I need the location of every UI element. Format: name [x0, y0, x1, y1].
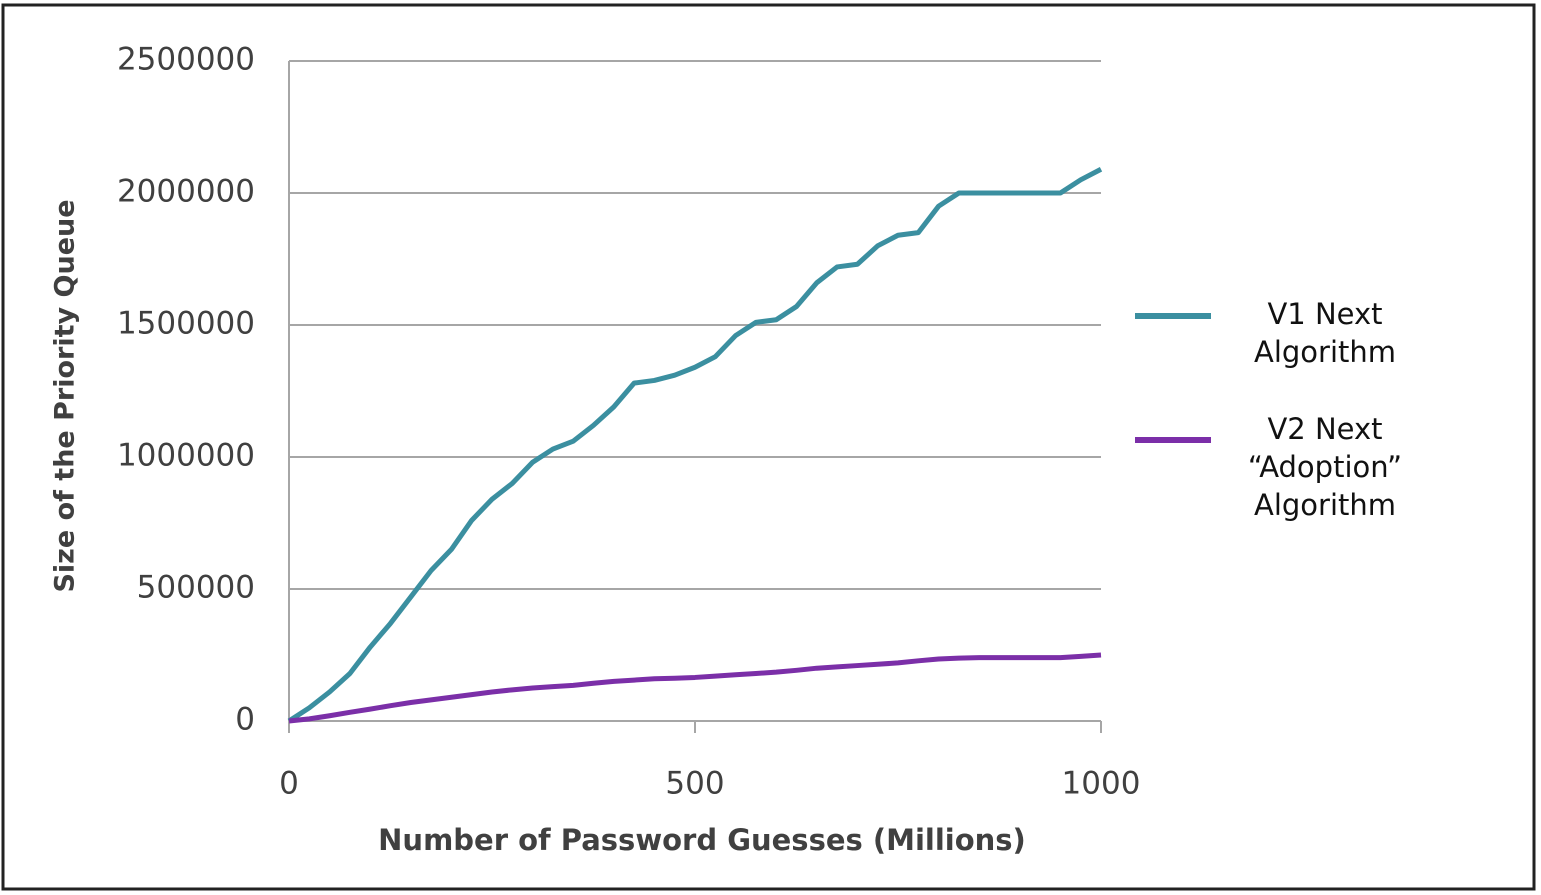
x-tick-label: 500: [665, 766, 724, 802]
x-tick-label: 1000: [1062, 766, 1141, 802]
y-tick-label: 1500000: [117, 306, 255, 342]
legend-label: V1 Next Algorithm: [1253, 297, 1397, 369]
y-tick-label: 500000: [137, 570, 255, 606]
x-axis-title: Number of Password Guesses (Millions): [378, 823, 1026, 857]
series-line: [288, 652, 1102, 724]
y-tick-label: 1000000: [117, 438, 255, 474]
series-line: [287, 167, 1103, 724]
y-tick-label: 0: [235, 702, 255, 738]
x-tick-label: 0: [279, 766, 299, 802]
frame: [1, 3, 1536, 891]
y-axis-title: Size of the Priority Queue: [50, 199, 81, 592]
y-tick-label: 2500000: [117, 42, 255, 78]
legend-label: V2 Next “Adoption” Algorithm: [1247, 412, 1403, 522]
y-tick-label: 2000000: [117, 174, 255, 210]
